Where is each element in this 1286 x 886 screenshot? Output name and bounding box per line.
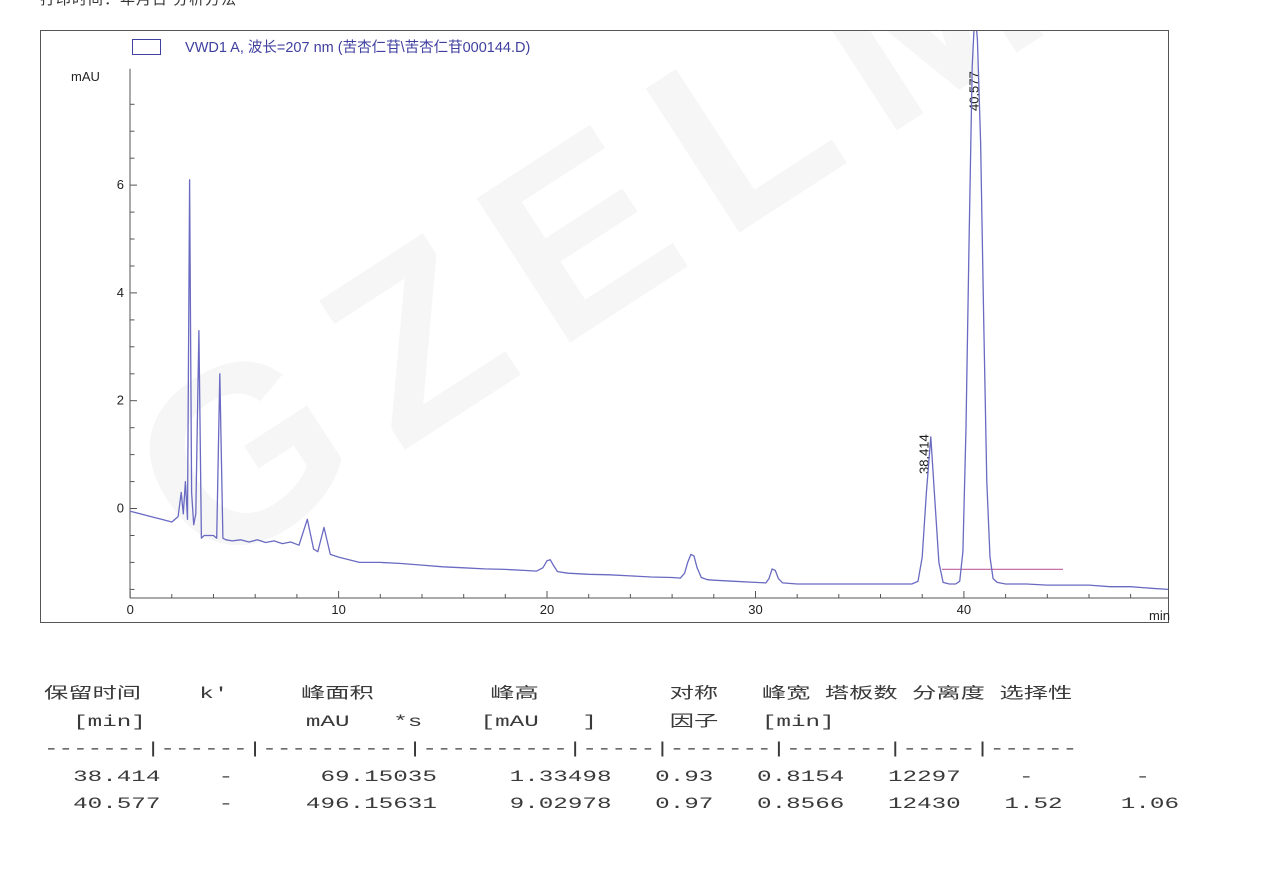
svg-text:2: 2 <box>117 393 124 408</box>
svg-text:6: 6 <box>117 177 124 192</box>
svg-text:0: 0 <box>117 501 124 516</box>
svg-text:10: 10 <box>331 602 345 617</box>
svg-text:0: 0 <box>127 602 134 617</box>
svg-text:4: 4 <box>117 285 124 300</box>
svg-text:20: 20 <box>540 602 554 617</box>
svg-text:30: 30 <box>748 602 762 617</box>
svg-text:40: 40 <box>957 602 971 617</box>
